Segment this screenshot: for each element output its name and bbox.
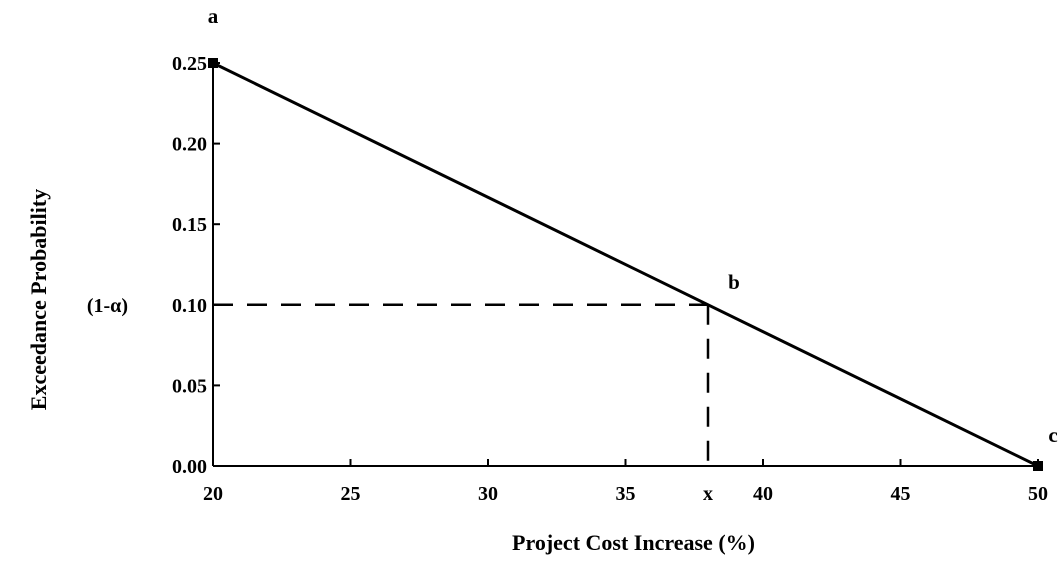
x-tick-label: 30 <box>478 483 498 505</box>
x-tick-label: 35 <box>616 483 636 505</box>
x-tick-label: 50 <box>1028 483 1048 505</box>
y-tick-label: 0.10 <box>172 295 207 317</box>
x-tick-label: 40 <box>753 483 773 505</box>
series-line <box>212 61 1039 468</box>
x-tick-label: 45 <box>891 483 911 505</box>
y-tick-label: 0.00 <box>172 456 207 478</box>
point-label-c: c <box>1048 423 1057 447</box>
x-axis-title: Project Cost Increase (%) <box>512 530 755 555</box>
reference-y-label: (1-α) <box>87 295 128 317</box>
point-label-a: a <box>208 4 219 28</box>
y-tick-label: 0.15 <box>172 214 207 236</box>
y-axis-title: Exceedance Probability <box>26 189 51 410</box>
reference-lines <box>213 303 710 466</box>
point-marker-a <box>208 58 218 68</box>
series <box>212 61 1039 468</box>
point-label-b: b <box>728 270 740 294</box>
points: a b c <box>208 4 1058 471</box>
y-tick-label: 0.25 <box>172 53 207 75</box>
y-tick-label: 0.20 <box>172 134 207 156</box>
y-tick-label: 0.05 <box>172 375 207 397</box>
reference-x-label: x <box>703 483 713 505</box>
y-ticks: 0.00 0.05 0.10 0.15 0.20 0.25 <box>172 53 220 478</box>
x-tick-label: 25 <box>341 483 361 505</box>
x-ticks: 20 25 30 35 40 45 50 <box>203 459 1048 505</box>
point-marker-c <box>1033 461 1043 471</box>
x-tick-label: 20 <box>203 483 223 505</box>
